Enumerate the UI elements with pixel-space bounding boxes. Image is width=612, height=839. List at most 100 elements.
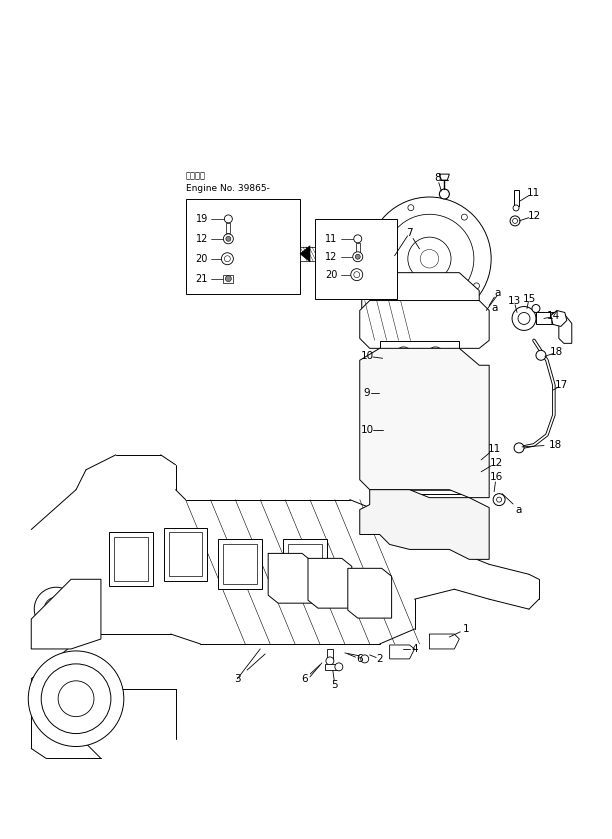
- Circle shape: [416, 469, 433, 487]
- Polygon shape: [439, 175, 449, 180]
- Text: 18: 18: [549, 440, 562, 450]
- Text: 12: 12: [195, 234, 208, 244]
- Text: 4: 4: [411, 644, 418, 654]
- Text: 14: 14: [547, 311, 561, 321]
- Polygon shape: [308, 559, 352, 608]
- Polygon shape: [31, 579, 101, 649]
- Text: 11: 11: [325, 234, 337, 244]
- Circle shape: [360, 655, 368, 663]
- Polygon shape: [362, 273, 479, 332]
- Text: 11: 11: [488, 444, 501, 454]
- Bar: [327, 649, 333, 661]
- Circle shape: [461, 214, 468, 220]
- Bar: [315, 219, 397, 299]
- Circle shape: [28, 651, 124, 747]
- Bar: [382, 378, 461, 412]
- Bar: [325, 664, 339, 670]
- Circle shape: [226, 237, 231, 242]
- Text: 11: 11: [526, 188, 540, 198]
- Circle shape: [430, 350, 441, 360]
- Text: 16: 16: [490, 472, 503, 482]
- Circle shape: [373, 247, 379, 253]
- Circle shape: [430, 425, 441, 435]
- Circle shape: [391, 380, 405, 394]
- Circle shape: [408, 205, 414, 211]
- Text: 6: 6: [302, 674, 308, 684]
- Polygon shape: [268, 554, 312, 603]
- Circle shape: [351, 268, 363, 280]
- Polygon shape: [288, 545, 322, 584]
- Circle shape: [392, 297, 398, 304]
- Polygon shape: [430, 634, 459, 649]
- Circle shape: [222, 253, 233, 265]
- Text: 17: 17: [555, 380, 569, 390]
- Circle shape: [510, 216, 520, 226]
- Polygon shape: [390, 645, 414, 659]
- Circle shape: [385, 214, 474, 303]
- Bar: [514, 190, 519, 206]
- Circle shape: [34, 587, 78, 631]
- Circle shape: [436, 310, 442, 315]
- Circle shape: [353, 252, 363, 262]
- Circle shape: [496, 498, 502, 502]
- Circle shape: [41, 664, 111, 733]
- Circle shape: [225, 215, 233, 223]
- Circle shape: [513, 218, 518, 223]
- Polygon shape: [114, 538, 147, 581]
- Text: 18: 18: [550, 347, 564, 357]
- Text: 2: 2: [376, 654, 383, 664]
- Polygon shape: [536, 312, 554, 325]
- Circle shape: [408, 237, 451, 280]
- Polygon shape: [300, 246, 310, 262]
- Circle shape: [427, 421, 444, 438]
- Bar: [356, 242, 360, 252]
- Polygon shape: [300, 247, 318, 261]
- Circle shape: [58, 680, 94, 717]
- Circle shape: [223, 234, 233, 244]
- Circle shape: [474, 283, 479, 289]
- Text: 1: 1: [463, 624, 469, 634]
- Polygon shape: [360, 300, 489, 348]
- Bar: [185, 199, 300, 294]
- Polygon shape: [218, 539, 262, 589]
- Text: Engine No. 39865-: Engine No. 39865-: [185, 184, 269, 193]
- Circle shape: [44, 597, 68, 621]
- Text: 6: 6: [356, 654, 363, 664]
- Circle shape: [518, 312, 530, 325]
- Text: 21: 21: [195, 274, 208, 284]
- Text: 適用番号: 適用番号: [185, 172, 206, 180]
- Circle shape: [354, 235, 362, 242]
- Polygon shape: [109, 533, 153, 586]
- Circle shape: [420, 249, 439, 268]
- Text: a: a: [491, 303, 498, 312]
- Circle shape: [514, 443, 524, 453]
- Bar: [406, 466, 473, 490]
- Circle shape: [513, 205, 519, 211]
- Circle shape: [391, 395, 405, 409]
- Text: 9: 9: [364, 388, 370, 399]
- Bar: [226, 223, 230, 233]
- Polygon shape: [163, 528, 207, 581]
- Bar: [403, 461, 477, 493]
- Circle shape: [398, 350, 409, 360]
- Bar: [223, 274, 233, 283]
- Circle shape: [532, 305, 540, 312]
- Circle shape: [356, 254, 360, 259]
- Circle shape: [424, 395, 437, 409]
- Text: 10: 10: [361, 425, 375, 435]
- Circle shape: [395, 347, 412, 363]
- Polygon shape: [223, 545, 257, 584]
- Text: 12: 12: [528, 211, 540, 221]
- Circle shape: [424, 380, 437, 394]
- Polygon shape: [348, 568, 392, 618]
- Circle shape: [439, 189, 449, 199]
- Polygon shape: [360, 490, 489, 560]
- Text: 7: 7: [406, 228, 413, 237]
- Circle shape: [398, 425, 409, 435]
- Polygon shape: [169, 533, 203, 576]
- Text: 13: 13: [507, 295, 521, 305]
- Polygon shape: [551, 310, 567, 326]
- Text: 20: 20: [195, 253, 208, 263]
- Circle shape: [512, 306, 536, 331]
- Text: 8: 8: [434, 173, 441, 183]
